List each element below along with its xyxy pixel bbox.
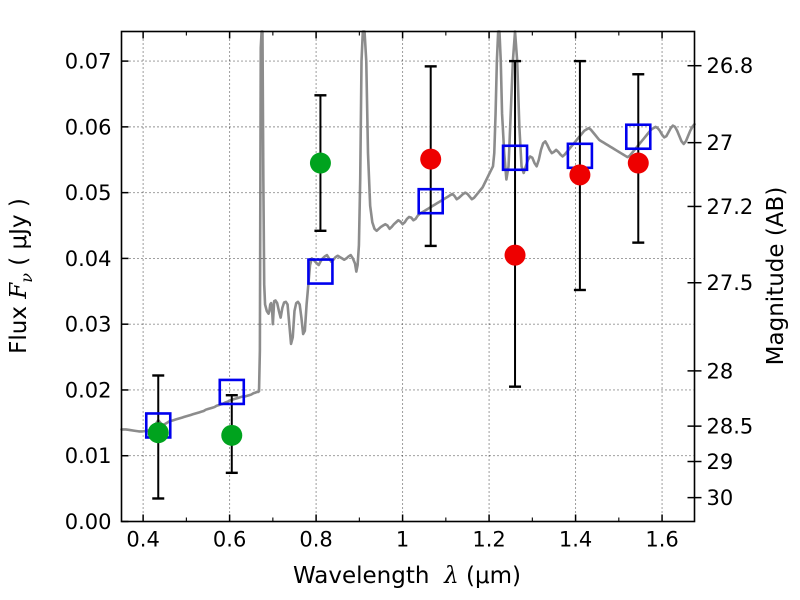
observed-point-circle [504, 244, 526, 266]
model-photometry-square [307, 258, 334, 285]
observed-point-circle [420, 148, 442, 170]
x-tick-label: 1.6 [645, 528, 678, 552]
y-tick-label: 0.05 [65, 181, 112, 205]
y-axis-label-subscript: ν [17, 273, 36, 283]
y-axis-label: Flux Fν ( μJy ) [6, 198, 36, 354]
observed-point-circle [627, 152, 649, 174]
model-photometry-square [417, 187, 445, 215]
observed-point-circle [221, 424, 243, 446]
observed-point-circle [147, 422, 169, 444]
y-axis-label-symbol: F [6, 282, 32, 300]
observed-point-circle [569, 164, 591, 186]
x-tick-label: 1 [396, 528, 409, 552]
y-axis-label-prefix: Flux [6, 306, 32, 354]
y2-tick-label: 28 [707, 359, 734, 383]
x-tick-label: 1.4 [559, 528, 592, 552]
y-tick-label: 0.01 [65, 444, 112, 468]
model-spectrum-curve [120, 30, 696, 433]
data-markers [144, 123, 652, 446]
y2-axis-label-text: Magnitude (AB) [763, 187, 789, 366]
x-axis-label-text: Wavelength λ (μm) [293, 563, 521, 589]
x-tick-label: 1.2 [472, 528, 505, 552]
model-spectrum-polyline [120, 30, 696, 433]
y-axis-label-text: Flux Fν ( μJy ) [6, 198, 36, 354]
x-axis-label-symbol: λ [443, 563, 459, 589]
y2-tick-label: 27.5 [707, 271, 754, 295]
y-tick-label: 0.04 [65, 247, 112, 271]
model-photometry-square [218, 378, 246, 406]
y-axis-label-units: ( μJy ) [6, 198, 32, 266]
y2-tick-label: 27 [707, 131, 734, 155]
y-tick-label: 0.03 [65, 313, 112, 337]
tick-labels: 0.4 0.6 0.8 1 1.2 1.4 1.6 0.00 0.01 0.02 0.03 0.04 0… [65, 50, 754, 552]
axis-frame-rect [120, 30, 696, 523]
y2-tick-label: 30 [707, 486, 734, 510]
x-tick-label: 0.8 [299, 528, 332, 552]
model-photometry-square [624, 123, 652, 151]
model-photometry-square [501, 144, 529, 172]
x-tick-label: 0.4 [126, 528, 159, 552]
tick-marks [121, 31, 702, 523]
y-tick-label: 0.02 [65, 378, 112, 402]
y2-axis-label: Magnitude (AB) [763, 187, 789, 366]
x-axis-label-prefix: Wavelength [293, 563, 429, 589]
x-tick-label: 0.6 [213, 528, 246, 552]
y2-tick-label: 29 [707, 450, 734, 474]
observed-point-circle [309, 152, 331, 174]
y-tick-label: 0.07 [65, 50, 112, 74]
y2-tick-label: 26.8 [707, 54, 754, 78]
y2-tick-label: 27.2 [707, 195, 754, 219]
y-tick-label: 0.06 [65, 115, 112, 139]
y-tick-label: 0.00 [65, 510, 112, 534]
x-axis-label-units: (μm) [466, 563, 521, 589]
axes-frame [120, 30, 696, 523]
y2-tick-label: 28.5 [707, 415, 754, 439]
x-axis-label: Wavelength λ (μm) [293, 563, 521, 589]
